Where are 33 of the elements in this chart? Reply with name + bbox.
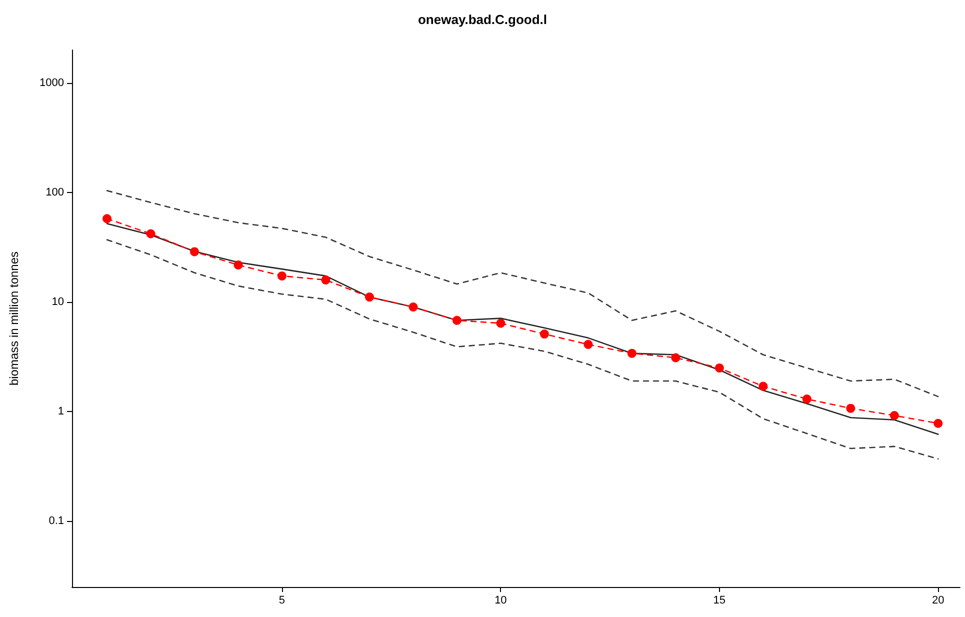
point (758, 382, 768, 391)
point (408, 302, 418, 312)
y-tick-label: 100 (46, 186, 64, 198)
y-axis-title: biomass in million tonnes (7, 251, 21, 386)
y-tick-label: 0.1 (48, 515, 64, 528)
point (321, 275, 330, 284)
point (234, 260, 243, 270)
point (364, 292, 374, 302)
point (102, 214, 112, 224)
point (277, 271, 286, 280)
x-tick-label: 20 (932, 594, 944, 606)
x-tick-label: 10 (494, 594, 507, 606)
x-tick-label: 5 (278, 594, 286, 606)
point (584, 340, 593, 349)
point (190, 247, 199, 256)
point (802, 394, 812, 404)
y-tick-label: 10 (52, 296, 64, 308)
y-tick-label: 1000 (40, 76, 64, 89)
point (890, 411, 899, 420)
point (496, 318, 506, 328)
line-series (106, 190, 939, 398)
point (452, 316, 462, 325)
point (671, 353, 680, 362)
point (714, 363, 724, 372)
x-tick-label: 15 (713, 594, 726, 606)
point (146, 229, 156, 238)
chart-title: oneway.bad.C.good.l (418, 12, 548, 27)
line-series (106, 239, 939, 460)
point (540, 330, 549, 339)
point (934, 418, 943, 428)
point (627, 348, 636, 358)
y-tick-label: 1 (58, 406, 64, 418)
point (846, 404, 856, 413)
